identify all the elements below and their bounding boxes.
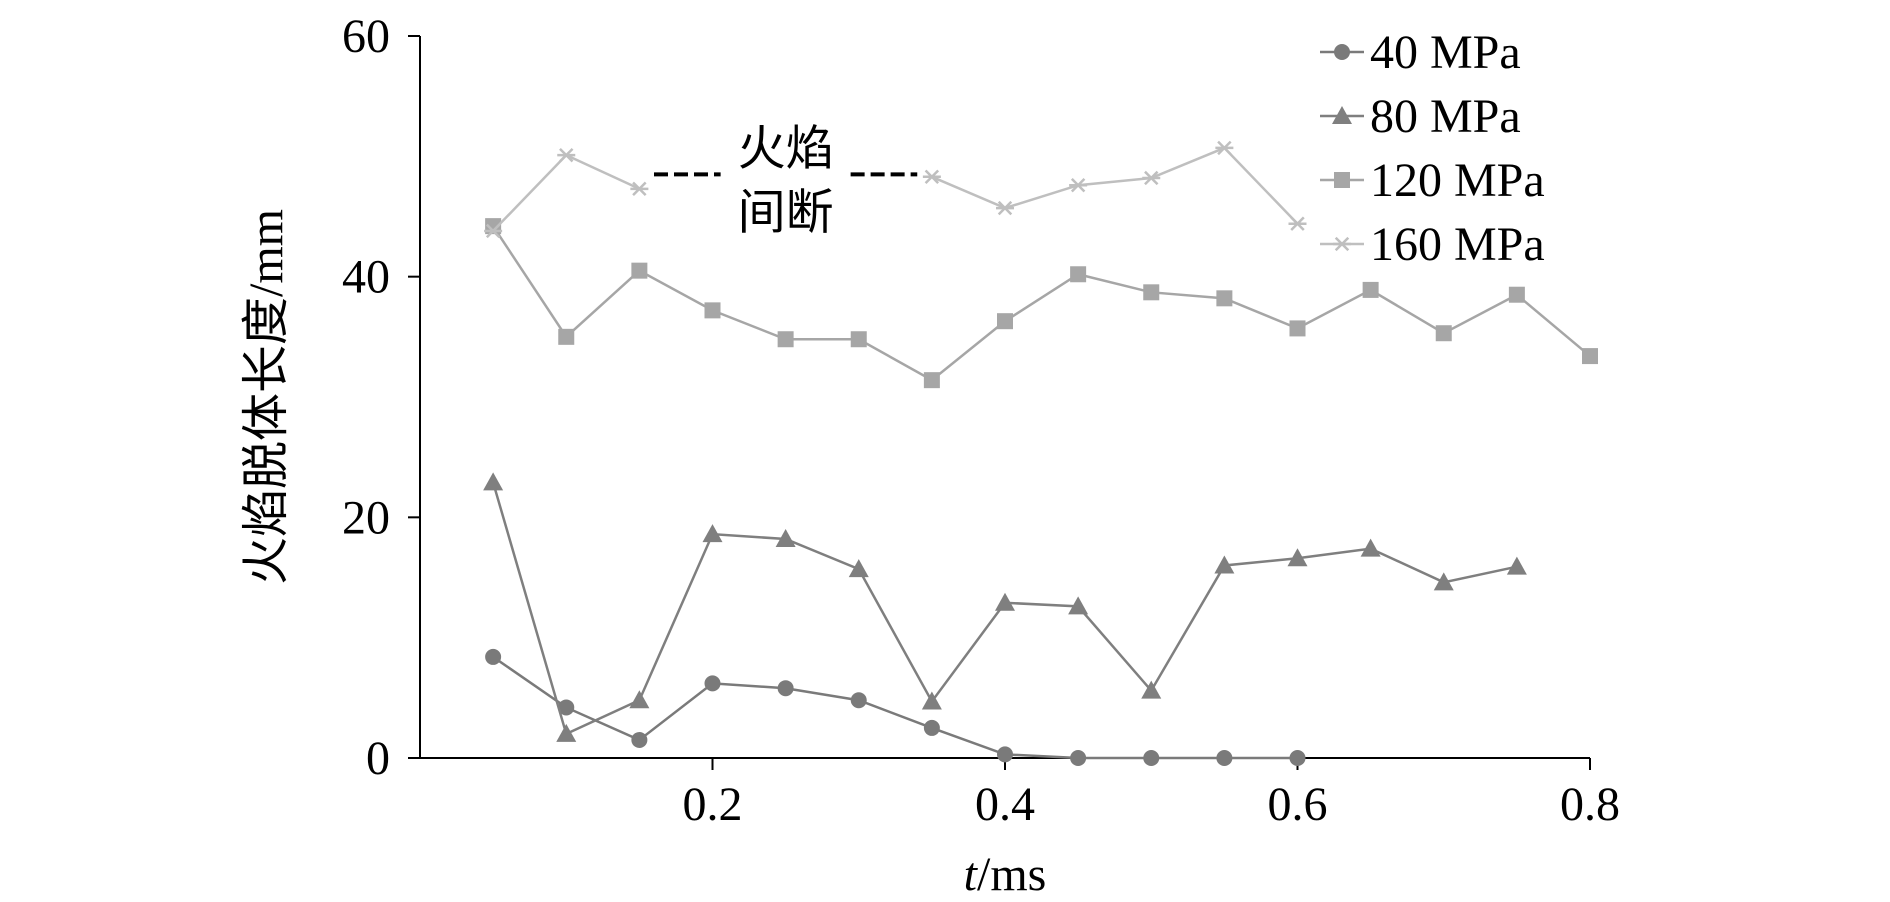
series-120-mpa-point <box>631 262 648 279</box>
legend-label: 160 MPa <box>1370 218 1545 271</box>
x-tick-label: 0.8 <box>1560 778 1620 831</box>
series-160-mpa-point <box>1142 170 1161 186</box>
series-160-mpa-point <box>1215 140 1234 156</box>
series-40-mpa-line <box>492 655 1298 760</box>
x-tick-label: 0.2 <box>683 778 743 831</box>
y-axis-title: 火焰脱体长度/mm <box>240 209 293 585</box>
series-40-mpa <box>485 648 1306 766</box>
series-40-mpa-point <box>1070 750 1087 766</box>
series-160-mpa-point <box>1069 178 1088 193</box>
series-120-mpa-point <box>997 313 1013 330</box>
x-tick-label: 0.4 <box>975 778 1035 831</box>
series-80-mpa-point <box>1214 555 1235 574</box>
series-160-mpa-line <box>492 153 640 232</box>
series-80-mpa-point <box>556 723 577 742</box>
legend: 40 MPa 80 MPa 120 MPa 160 MPa <box>1320 26 1545 271</box>
legend-entry: 160 MPa <box>1320 218 1545 271</box>
series-80-mpa <box>483 472 1527 742</box>
x-tick-label: 0.6 <box>1268 778 1328 831</box>
series-40-mpa-point <box>997 746 1013 763</box>
legend-label: 120 MPa <box>1370 154 1545 207</box>
series-160-mpa-line <box>931 146 1299 225</box>
series-120-mpa-point <box>704 302 721 319</box>
series-80-mpa-point <box>1506 556 1527 575</box>
series-80-mpa-point <box>629 690 650 709</box>
series-80-mpa-point <box>1068 596 1089 615</box>
legend-entry: 80 MPa <box>1320 90 1521 143</box>
series-120-mpa-point <box>923 372 940 389</box>
series-120-mpa-point <box>1143 284 1160 301</box>
series-80-mpa-point <box>848 559 869 578</box>
series-80-mpa-point <box>702 524 723 543</box>
x-axis-title-symbol: t <box>964 848 979 901</box>
series-120-mpa-point <box>1435 325 1452 342</box>
series-80-mpa-point <box>995 592 1015 611</box>
legend-label: 40 MPa <box>1370 26 1521 79</box>
y-tick-label: 20 <box>342 491 390 544</box>
series-80-mpa-point <box>775 528 796 547</box>
series-120-mpa-point <box>558 328 575 345</box>
series-160-mpa-point <box>922 169 941 184</box>
series-40-mpa-point <box>558 699 575 716</box>
legend-marker <box>1334 172 1350 188</box>
series-160-mpa-point <box>1288 216 1307 231</box>
series-40-mpa-point <box>1143 750 1160 766</box>
series-80-mpa-point <box>1287 548 1308 567</box>
legend-entry: 40 MPa <box>1320 26 1521 79</box>
series-160-mpa-point <box>996 200 1014 216</box>
series-120-mpa-point <box>1070 266 1087 283</box>
series-40-mpa-point <box>631 731 648 748</box>
legend-marker <box>1332 106 1352 124</box>
axes: 0 20 40 60 0.2 0.4 0.6 0.8 <box>342 10 1620 831</box>
annotation-text-line: 火焰 <box>738 120 834 176</box>
series-160-mpa <box>484 140 1307 239</box>
series-120-mpa <box>485 218 1598 389</box>
series-80-mpa-point <box>1360 538 1381 557</box>
y-tick-label: 60 <box>342 10 390 63</box>
legend-label: 80 MPa <box>1370 90 1521 143</box>
x-axis-title: t/ms <box>964 848 1047 901</box>
series-layer <box>483 140 1598 766</box>
legend-entry: 120 MPa <box>1320 154 1545 207</box>
series-120-mpa-point <box>1582 348 1598 365</box>
series-40-mpa-point <box>850 692 867 709</box>
series-120-mpa-point <box>1289 320 1306 337</box>
legend-marker <box>1334 44 1350 60</box>
series-160-mpa-point <box>484 223 503 239</box>
y-tick-label: 40 <box>342 251 390 304</box>
series-40-mpa-point <box>923 719 940 736</box>
series-40-mpa-point <box>777 680 794 697</box>
series-80-mpa-point <box>921 691 942 710</box>
series-120-mpa-point <box>1508 286 1525 303</box>
y-tick-label: 0 <box>366 732 390 785</box>
series-120-mpa-line <box>492 225 1591 382</box>
series-80-mpa-point <box>483 472 504 491</box>
series-120-mpa-point <box>1216 290 1233 307</box>
series-80-mpa-point <box>1141 680 1162 699</box>
series-40-mpa-point <box>704 675 721 692</box>
series-120-mpa-point <box>1362 281 1379 298</box>
legend-marker <box>1333 236 1351 252</box>
series-80-mpa-point <box>1433 572 1454 591</box>
series-160-mpa-point <box>630 181 649 197</box>
x-axis-title-unit: /ms <box>977 848 1046 901</box>
series-120-mpa-point <box>850 331 867 348</box>
annotation-text-line: 间断 <box>738 184 834 240</box>
series-40-mpa-point <box>1216 750 1233 766</box>
series-120-mpa-point <box>777 331 794 348</box>
series-40-mpa-point <box>1289 750 1306 766</box>
series-160-mpa-point <box>557 147 576 163</box>
series-40-mpa-point <box>485 648 502 665</box>
